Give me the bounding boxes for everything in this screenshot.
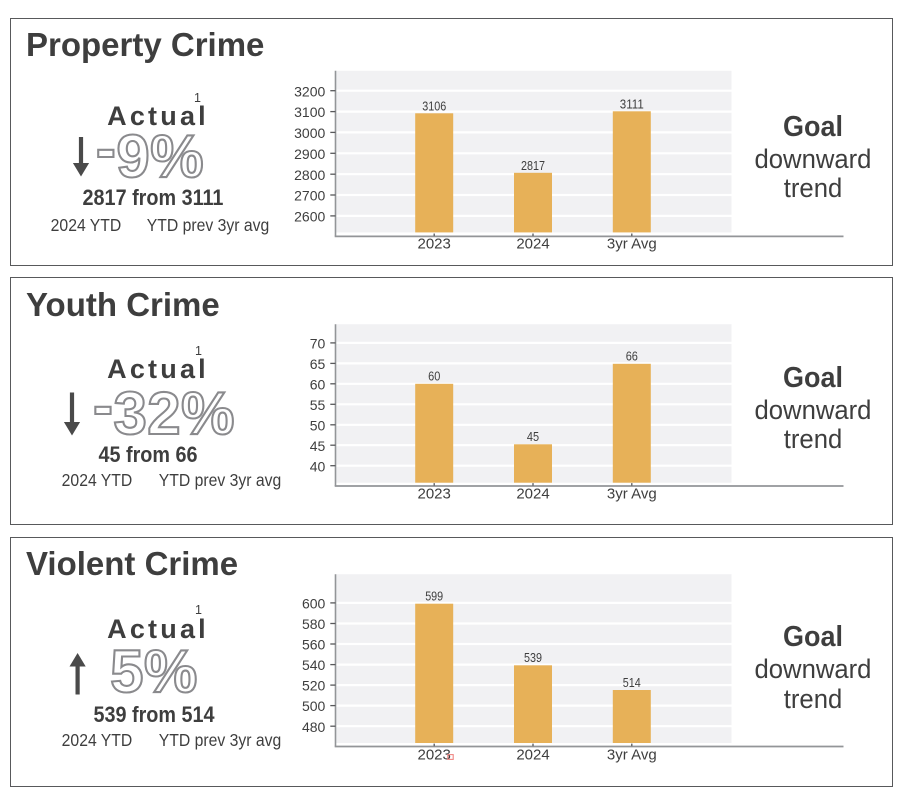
svg-text:45: 45: [527, 429, 539, 444]
svg-text:2800: 2800: [294, 167, 325, 183]
svg-text:50: 50: [310, 417, 326, 433]
svg-text:3yr Avg: 3yr Avg: [607, 747, 657, 764]
svg-text:480: 480: [302, 719, 326, 735]
svg-text:539: 539: [524, 650, 542, 665]
svg-text:540: 540: [302, 657, 326, 673]
svg-text:60: 60: [428, 369, 440, 384]
svg-text:2024: 2024: [516, 747, 549, 764]
svg-text:560: 560: [302, 637, 326, 653]
svg-text:55: 55: [310, 397, 326, 413]
svg-text:66: 66: [626, 349, 638, 364]
svg-text:2900: 2900: [294, 146, 325, 162]
svg-text:40: 40: [310, 458, 326, 474]
svg-text:2024: 2024: [516, 236, 549, 253]
svg-text:2024: 2024: [516, 486, 549, 503]
svg-text:2817: 2817: [521, 158, 545, 173]
svg-text:2600: 2600: [294, 209, 325, 225]
svg-text:60: 60: [310, 376, 326, 392]
svg-text:70: 70: [310, 336, 326, 352]
svg-text:3111: 3111: [620, 97, 644, 112]
svg-text:2023: 2023: [418, 747, 451, 764]
svg-text:2023: 2023: [418, 236, 451, 253]
svg-text:3106: 3106: [422, 99, 446, 114]
svg-text:3100: 3100: [294, 104, 325, 120]
svg-text:600: 600: [302, 596, 326, 612]
svg-text:2700: 2700: [294, 188, 325, 204]
svg-text:599: 599: [425, 589, 443, 604]
svg-text:65: 65: [310, 356, 326, 372]
svg-text:3yr Avg: 3yr Avg: [607, 236, 657, 253]
svg-text:520: 520: [302, 678, 326, 694]
svg-text:45: 45: [310, 438, 326, 454]
svg-text:3000: 3000: [294, 125, 325, 141]
svg-text:514: 514: [623, 675, 641, 690]
svg-text:3200: 3200: [294, 83, 325, 99]
svg-text:2023: 2023: [418, 486, 451, 503]
svg-text:500: 500: [302, 698, 326, 714]
svg-text:3yr Avg: 3yr Avg: [607, 486, 657, 503]
svg-text:580: 580: [302, 616, 326, 632]
